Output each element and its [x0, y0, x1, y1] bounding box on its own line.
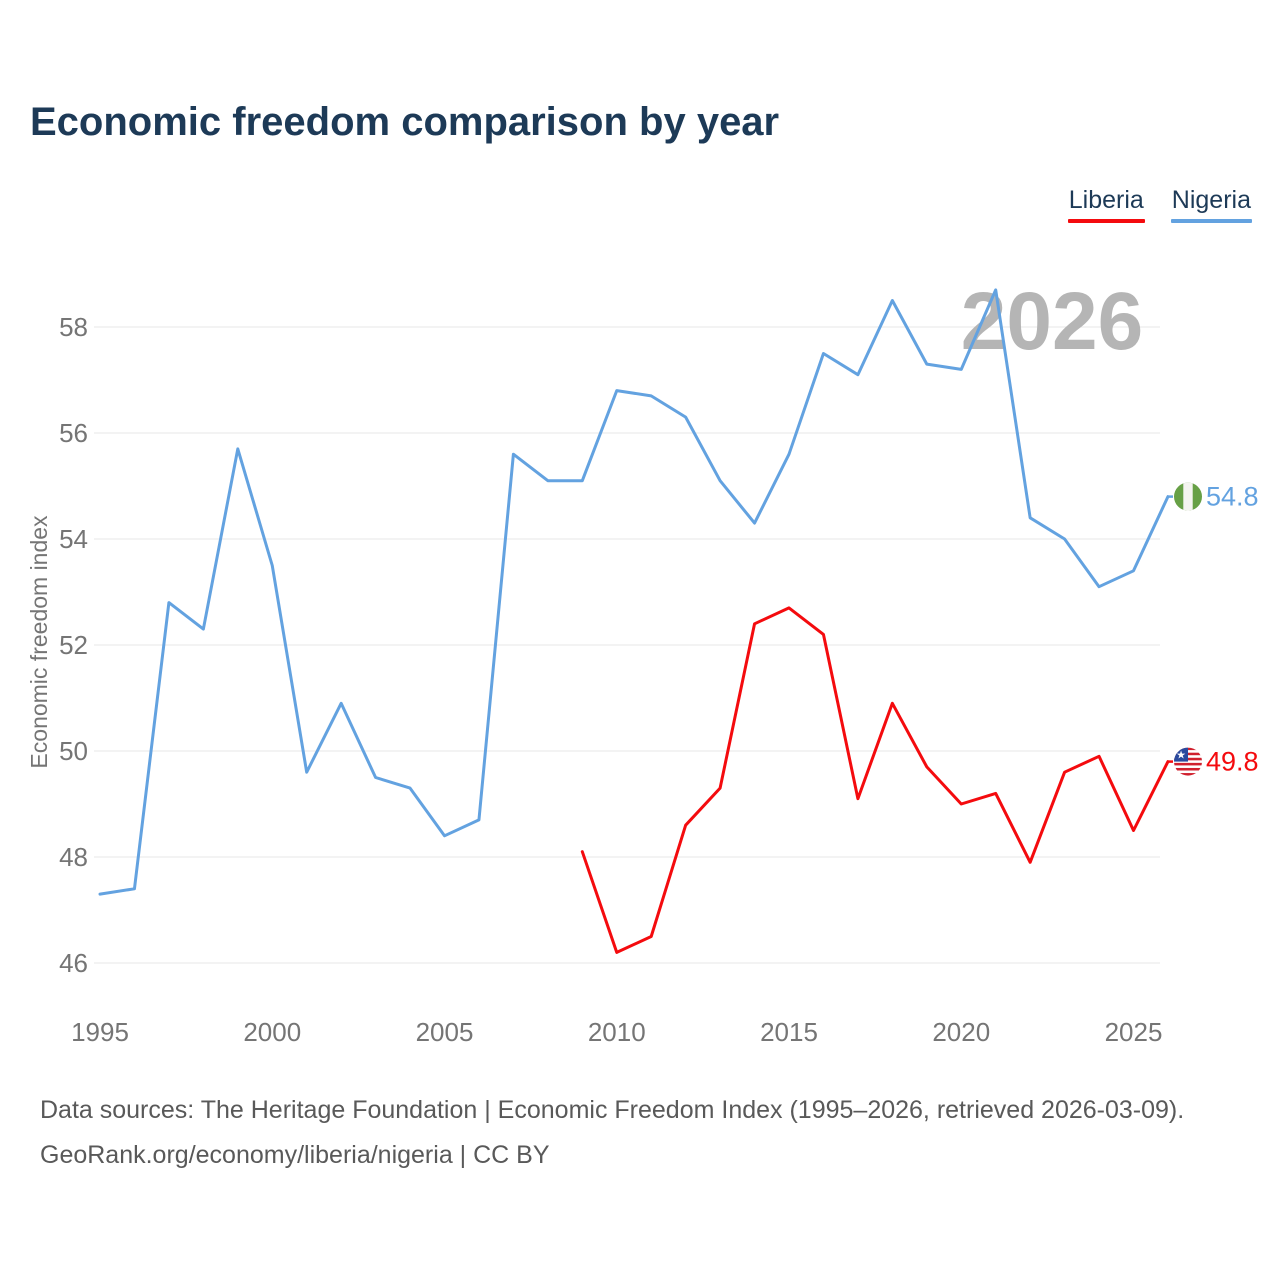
nigeria-end-label: 54.8 [1206, 482, 1259, 512]
chart-title: Economic freedom comparison by year [30, 100, 780, 144]
y-tick-label: 54 [59, 524, 88, 554]
footer-sources-line: Data sources: The Heritage Foundation | … [40, 1096, 1185, 1124]
liberia-end-label: 49.8 [1206, 747, 1259, 777]
nigeria-flag-icon [1174, 482, 1202, 511]
legend: Liberia Nigeria [1067, 186, 1252, 223]
y-tick-label: 50 [59, 736, 88, 766]
x-tick-label: 2005 [416, 1017, 474, 1047]
legend-label-liberia: Liberia [1068, 186, 1144, 214]
x-tick-label: 2010 [588, 1017, 646, 1047]
y-tick-label: 48 [59, 842, 88, 872]
legend-swatch-liberia [1067, 219, 1145, 223]
footer-attribution-line: GeoRank.org/economy/liberia/nigeria | CC… [40, 1141, 550, 1169]
liberia-line [580, 606, 1170, 954]
y-tick-label: 56 [59, 418, 88, 448]
x-tick-label: 2020 [932, 1017, 990, 1047]
y-tick-label: 52 [59, 630, 88, 660]
y-tick-label: 46 [59, 948, 88, 978]
x-tick-label: 2025 [1105, 1017, 1163, 1047]
x-tick-label: 2015 [760, 1017, 818, 1047]
y-tick-label: 58 [59, 312, 88, 342]
nigeria-line [98, 288, 1170, 896]
legend-item-liberia[interactable]: Liberia [1067, 186, 1145, 223]
svg-text:★: ★ [1176, 749, 1186, 761]
legend-label-nigeria: Nigeria [1171, 186, 1251, 214]
footer: Data sources: The Heritage Foundation | … [40, 1088, 1184, 1178]
legend-item-nigeria[interactable]: Nigeria [1170, 186, 1252, 223]
x-tick-label: 2000 [243, 1017, 301, 1047]
legend-swatch-nigeria [1170, 219, 1252, 223]
watermark-year: 2026 [961, 276, 1143, 367]
liberia-flag-icon: ★ [1174, 747, 1202, 776]
x-tick-label: 1995 [71, 1017, 129, 1047]
y-axis-title: Economic freedom index [26, 515, 52, 769]
